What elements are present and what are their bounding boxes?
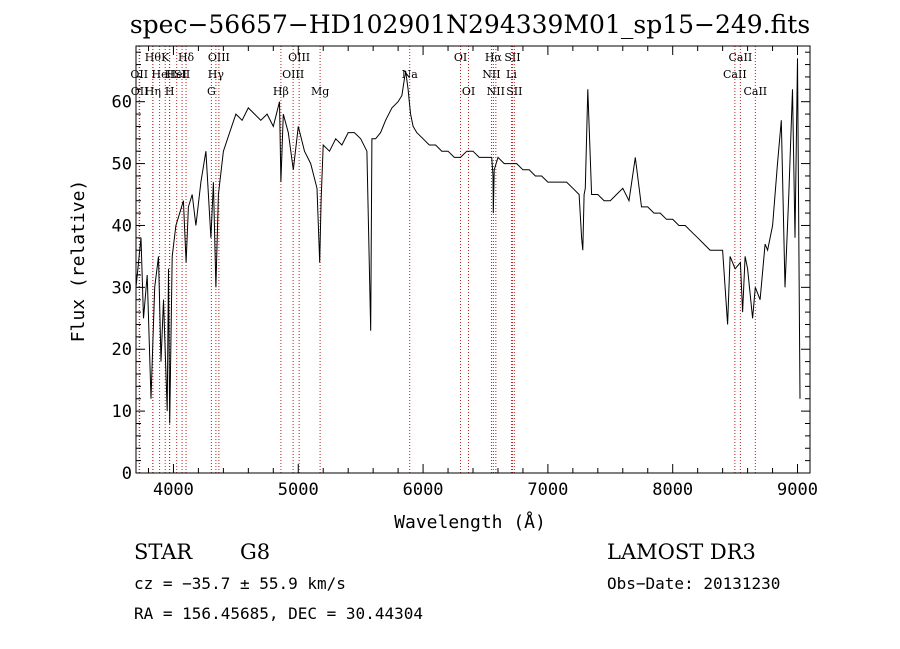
line-label: Li [506,68,517,81]
x-axis: 4000 5000 6000 7000 8000 9000 [147,46,818,500]
y-tick-label: 30 [112,278,132,298]
line-label: Hγ [208,68,225,81]
line-label: SII [506,85,522,98]
x-tick-label: 6000 [403,480,444,500]
series-group [135,58,801,424]
line-label: CaII [729,51,753,64]
line-label: OII [130,68,148,81]
reference-lines [138,46,756,473]
line-label: Hβ [273,85,289,98]
x-axis-title: Wavelength (Å) [394,511,546,533]
spectrum-line [135,58,801,424]
y-tick-label: 0 [122,464,132,484]
line-label: CaII [723,68,747,81]
line-label: OIII [282,68,304,81]
line-label: SII [174,68,190,81]
line-label: CaII [743,85,767,98]
x-tick-label: 8000 [652,480,693,500]
line-label: G [207,85,216,98]
x-tick-label: 4000 [153,480,194,500]
line-label: SII [504,51,520,64]
line-label: NII [482,68,500,81]
line-label: OIII [288,51,310,64]
line-label: He [152,68,168,81]
y-tick-label: 60 [112,93,132,113]
object-subclass: G8 [240,540,270,564]
line-label: HeI [166,68,186,81]
y-tick-label: 20 [112,340,132,360]
line-label: Hθ [145,51,162,64]
y-tick-label: 50 [112,155,132,175]
line-label: Hη [145,85,161,98]
line-label: Hα [485,51,503,64]
line-label: OI [454,51,467,64]
line-label: Mg [311,85,329,98]
y-axis: 0 10 20 30 40 50 60 [112,51,810,484]
y-axis-title: Flux (relative) [68,180,89,343]
line-label: OII [131,85,149,98]
line-label: OIII [208,51,230,64]
line-label: NII [487,85,505,98]
plot-frame [135,45,811,474]
object-class: STAR [134,540,193,564]
survey-name: LAMOST DR3 [607,540,756,564]
obs-date-text: Obs−Date: 20131230 [607,574,780,593]
line-label: H [165,68,175,81]
line-label: Hδ [178,51,195,64]
line-label: OI [462,85,475,98]
redshift-text: cz = −35.7 ± 55.9 km/s [134,574,346,593]
line-label: K [161,51,170,64]
line-label: H [165,85,175,98]
chart-title: spec−56657−HD102901N294339M01_sp15−249.f… [130,10,810,39]
y-tick-label: 10 [112,402,132,422]
x-tick-label: 7000 [527,480,568,500]
x-tick-label: 5000 [278,480,319,500]
x-tick-label: 9000 [777,480,818,500]
y-tick-label: 40 [112,216,132,236]
coordinates-text: RA = 156.45685, DEC = 30.44304 [134,604,423,623]
